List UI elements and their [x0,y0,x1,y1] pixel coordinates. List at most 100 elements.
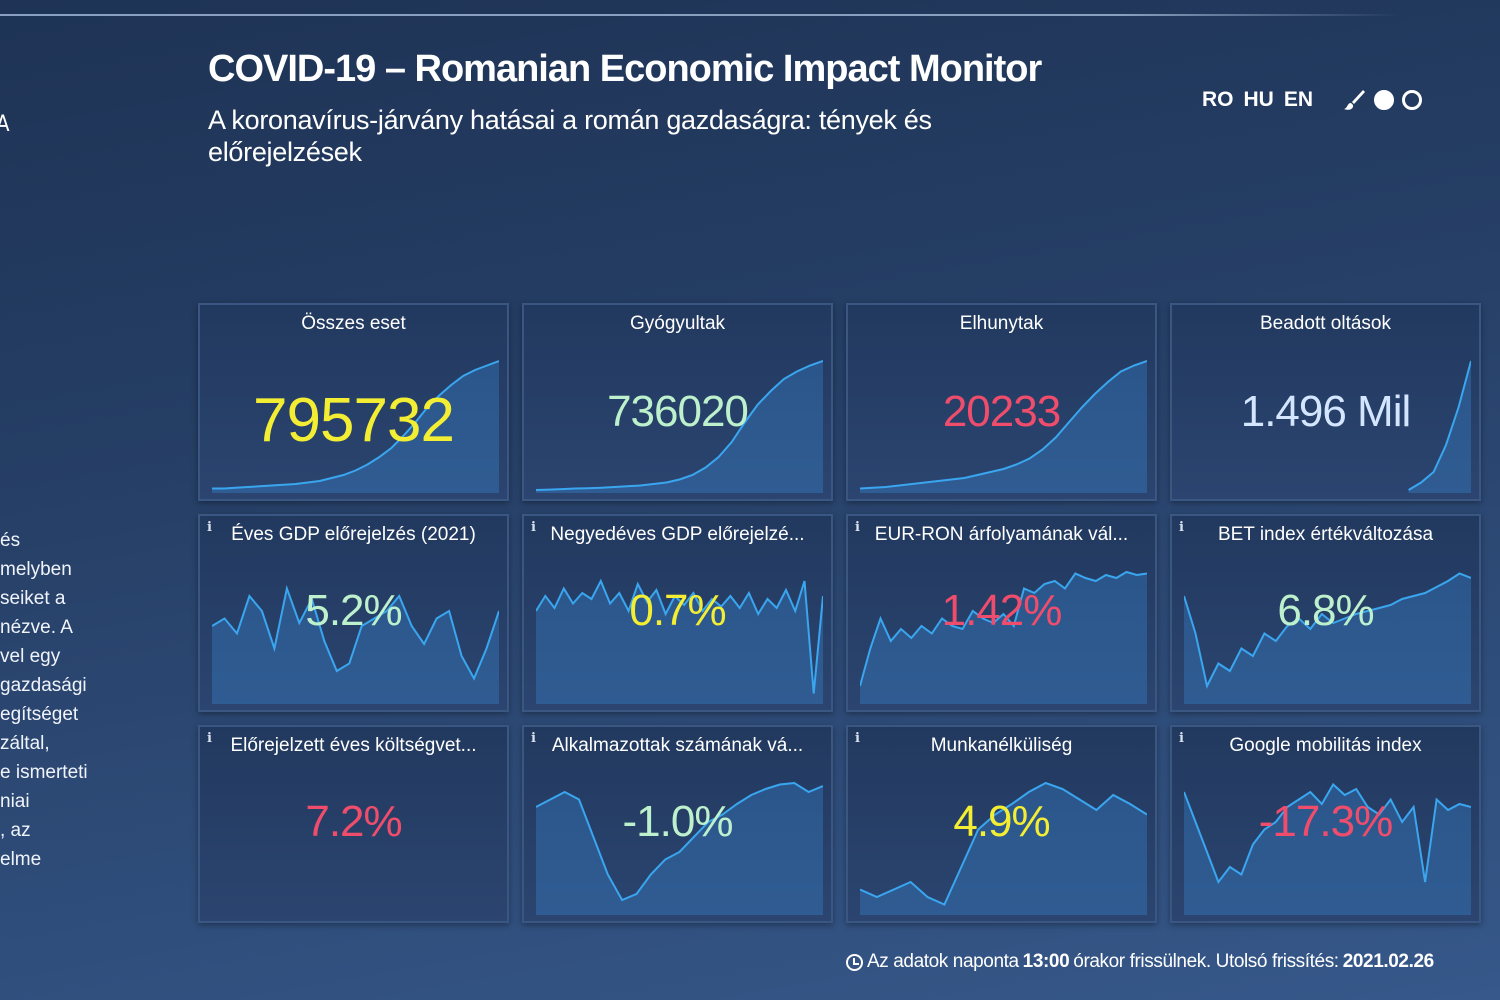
kpi-card[interactable]: i Éves GDP előrejelzés (2021) 5.2% [198,514,509,712]
info-icon[interactable]: i [1179,520,1184,535]
kpi-label: Alkalmazottak számának vá... [551,735,804,756]
sidebar-edge-letter: A [0,112,10,137]
sidebar-line: egítséget [0,704,79,725]
sparkline-area [536,361,823,493]
kpi-label: Gyógyultak [629,313,726,334]
kpi-card[interactable]: Elhunytak 20233 [846,303,1157,501]
sparkline-area [860,783,1147,915]
kpi-value: -1.0% [622,797,734,846]
sparkline-chart [212,360,499,493]
page-title: COVID-19 – Romanian Economic Impact Moni… [208,48,1042,90]
lang-en[interactable]: EN [1283,88,1314,111]
kpi-card[interactable]: i Előrejelzett éves költségvet... 7.2% [198,725,509,923]
sparkline-chart [1184,572,1471,704]
info-icon[interactable]: i [531,520,536,535]
kpi-value: 20233 [942,387,1061,436]
sidebar-line: elme [0,849,42,870]
kpi-value: 795732 [253,386,455,455]
sparkline-chart [536,360,823,493]
info-icon[interactable]: i [207,520,212,535]
empty-circle-icon[interactable] [1402,90,1422,110]
kpi-label: Negyedéves GDP előrejelzé... [550,524,805,545]
sidebar-line: melyben [0,559,72,580]
kpi-value: 0.7% [629,586,726,635]
sparkline-line [860,360,1147,490]
kpi-card[interactable]: Beadott oltások 1.496 Mil [1170,303,1481,501]
kpi-card[interactable]: i Alkalmazottak számának vá... -1.0% [522,725,833,923]
kpi-label: Előrejelzett éves költségvet... [230,735,477,756]
kpi-card[interactable]: i Google mobilitás index -17.3% [1170,725,1481,923]
sparkline-area [860,572,1147,704]
sidebar-line: nézve. A [0,617,73,638]
footer-text-2: órakor frissülnek. Utolsó frissítés: [1073,951,1339,972]
sidebar-line: és [0,530,21,551]
kpi-card[interactable]: i EUR-RON árfolyamának vál... 1.42% [846,514,1157,712]
update-footer: Az adatok naponta 13:00 órakor frissülne… [846,951,1434,973]
kpi-label: Összes eset [301,313,406,334]
sparkline-line [536,578,823,694]
sidebar-description: és melyben seiket a nézve. A vel egy gazdaság… [0,526,88,874]
kpi-label: Munkanélküliség [930,735,1073,756]
lang-ro[interactable]: RO [1202,88,1234,111]
kpi-label: EUR-RON árfolyamának vál... [874,524,1129,545]
sparkline-chart [536,578,823,704]
sparkline-area [212,361,499,493]
sparkline-line [860,781,1147,906]
sparkline-chart [212,584,499,704]
sidebar-line: e ismerteti [0,762,88,783]
filled-circle-icon[interactable] [1374,90,1394,110]
page-subtitle: A koronavírus-járvány hatásai a román ga… [208,105,932,167]
lang-hu[interactable]: HU [1243,88,1274,111]
sparkline-area [1184,573,1471,704]
sidebar-line: niai [0,791,30,812]
kpi-value: 1.496 Mil [1240,387,1412,436]
sparkline-chart [860,360,1147,493]
kpi-label: Beadott oltások [1260,313,1391,334]
footer-text-1: Az adatok naponta [867,951,1019,972]
info-icon[interactable]: i [855,520,860,535]
info-icon[interactable]: i [855,731,860,746]
info-icon[interactable]: i [207,731,212,746]
info-icon[interactable]: i [531,731,536,746]
language-switcher: RO HU EN [1202,88,1313,112]
footer-date: 2021.02.26 [1342,951,1434,972]
footer-time: 13:00 [1022,951,1070,972]
sparkline-line [536,360,823,491]
sparkline-area [860,361,1147,493]
paintbrush-icon[interactable] [1342,88,1366,112]
kpi-card[interactable]: Összes eset 795732 [198,303,509,501]
sparkline-line [212,360,499,490]
kpi-value: -17.3% [1258,797,1393,846]
kpi-value: 4.9% [953,797,1050,846]
sidebar-line: , az [0,820,31,841]
sparkline-chart [860,781,1147,915]
info-icon[interactable]: i [1179,731,1184,746]
sidebar-line: gazdasági [0,675,87,696]
kpi-label: Elhunytak [959,313,1044,334]
kpi-card[interactable]: Gyógyultak 736020 [522,303,833,501]
sparkline-line [536,781,823,902]
kpi-card[interactable]: i Munkanélküliség 4.9% [846,725,1157,923]
kpi-value: 736020 [607,387,749,436]
kpi-card[interactable]: i BET index értékváltozása 6.8% [1170,514,1481,712]
top-divider [0,14,1400,16]
sparkline-line [212,584,499,681]
sparkline-line [1408,360,1471,491]
kpi-value: 7.2% [305,797,402,846]
sidebar-line: vel egy [0,646,61,667]
sidebar-line: seiket a [0,588,66,609]
kpi-card[interactable]: i Negyedéves GDP előrejelzé... 0.7% [522,514,833,712]
sparkline-chart [860,570,1147,704]
sparkline-area [536,581,823,704]
kpi-value: 1.42% [941,586,1063,635]
sparkline-line [1184,572,1471,689]
sparkline-area [536,783,823,915]
kpi-grid: Összes eset 795732 Gyógyultak 736020 Elhunyt… [198,303,1481,923]
kpi-label: Google mobilitás index [1229,735,1422,756]
sparkline-chart [1408,360,1471,493]
kpi-label: Éves GDP előrejelzés (2021) [231,524,476,545]
sparkline-area [1408,361,1471,493]
sparkline-chart [1184,782,1471,915]
kpi-label: BET index értékváltozása [1217,524,1434,545]
sparkline-line [1184,782,1471,885]
